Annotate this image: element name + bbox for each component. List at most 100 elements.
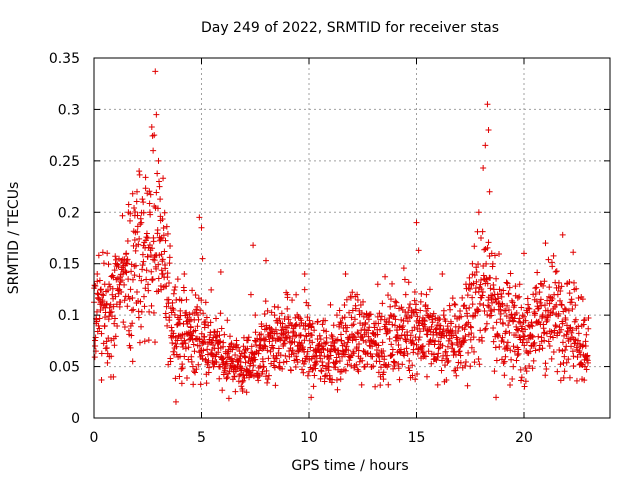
data-point	[378, 364, 385, 371]
data-point	[252, 312, 259, 319]
data-point	[190, 341, 197, 348]
data-point	[314, 318, 321, 325]
data-point	[494, 333, 501, 340]
data-point	[299, 345, 306, 352]
data-point	[301, 271, 308, 277]
data-point	[372, 383, 379, 390]
data-point	[169, 299, 176, 306]
data-point	[476, 361, 483, 368]
data-point	[197, 307, 204, 314]
data-point	[465, 349, 472, 356]
data-point	[304, 353, 311, 360]
data-point	[104, 287, 111, 294]
data-point	[462, 322, 469, 329]
data-point	[536, 289, 543, 296]
data-point	[460, 303, 467, 310]
data-point	[163, 223, 170, 230]
data-point	[95, 322, 102, 329]
data-point	[241, 349, 248, 356]
data-point	[290, 350, 297, 357]
data-point	[145, 287, 152, 294]
data-point	[111, 315, 118, 322]
data-point	[503, 344, 510, 351]
data-point	[558, 301, 565, 308]
data-point	[153, 189, 160, 196]
data-point	[99, 249, 106, 256]
data-point	[208, 286, 215, 293]
data-point	[271, 364, 278, 371]
data-point	[561, 305, 568, 312]
data-point	[360, 298, 367, 305]
data-point	[447, 306, 454, 313]
data-point	[416, 328, 423, 335]
y-tick-label: 0.1	[58, 308, 80, 324]
data-point	[199, 355, 206, 362]
data-point	[155, 157, 162, 164]
data-point	[129, 190, 136, 197]
data-point	[114, 322, 121, 329]
data-point	[548, 355, 555, 362]
data-point	[502, 328, 509, 335]
data-point	[118, 277, 125, 284]
data-point	[389, 346, 396, 353]
data-point	[91, 354, 98, 361]
data-point	[390, 365, 397, 372]
data-point	[378, 313, 385, 320]
data-point	[248, 343, 255, 350]
data-point	[550, 252, 557, 259]
data-point	[165, 280, 172, 287]
data-point	[534, 269, 541, 276]
data-point	[256, 347, 263, 354]
data-point	[341, 302, 348, 309]
data-point	[96, 277, 103, 284]
data-point	[514, 294, 521, 301]
data-point	[139, 262, 146, 269]
data-point	[554, 368, 561, 375]
data-point	[100, 292, 107, 299]
data-point	[189, 287, 196, 294]
data-point	[269, 342, 276, 349]
data-point	[337, 376, 344, 383]
data-point	[122, 251, 129, 258]
data-point	[149, 277, 156, 284]
data-point	[104, 359, 111, 366]
data-point	[260, 358, 267, 365]
data-point	[508, 356, 515, 363]
data-point	[532, 290, 539, 297]
data-point	[240, 377, 247, 384]
data-point	[178, 335, 185, 342]
data-point	[265, 372, 272, 379]
data-point	[104, 250, 111, 257]
data-point	[225, 395, 232, 402]
data-point	[511, 315, 518, 322]
data-point	[343, 296, 350, 303]
data-point	[340, 350, 347, 357]
data-point	[224, 360, 231, 367]
data-point	[412, 306, 419, 313]
data-point	[310, 383, 317, 390]
data-point	[311, 362, 318, 369]
data-point	[469, 294, 476, 301]
data-point	[573, 285, 580, 292]
data-point	[579, 296, 586, 303]
data-point	[148, 268, 155, 275]
data-point	[302, 320, 309, 327]
data-point	[388, 341, 395, 348]
data-point	[399, 326, 406, 333]
data-point	[409, 372, 416, 379]
data-point	[526, 323, 533, 330]
data-point	[346, 357, 353, 364]
data-point	[525, 305, 532, 312]
data-point	[97, 287, 104, 294]
data-point	[236, 355, 243, 362]
data-point	[98, 376, 105, 383]
data-point	[187, 323, 194, 330]
data-point	[407, 301, 414, 308]
data-point	[252, 356, 259, 363]
data-point	[311, 353, 318, 360]
data-point	[457, 308, 464, 315]
data-point	[195, 361, 202, 368]
data-point	[206, 364, 213, 371]
data-point	[576, 347, 583, 354]
